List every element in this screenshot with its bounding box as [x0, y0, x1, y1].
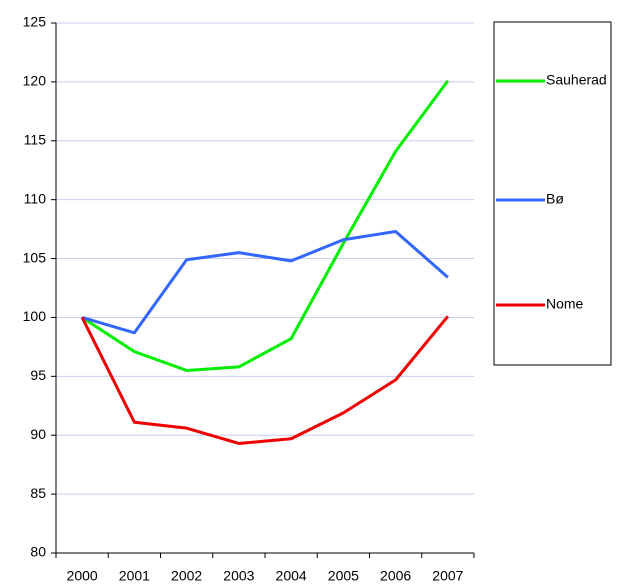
x-tick-label: 2000: [67, 568, 98, 584]
series-line: [80, 315, 450, 445]
y-tick-label: 120: [23, 73, 47, 89]
y-tick-label: 125: [23, 14, 47, 30]
series-line: [81, 229, 449, 335]
x-tick-label: 2003: [223, 568, 254, 584]
x-tick-label: 2002: [171, 568, 202, 584]
x-tick-label: 2007: [432, 568, 463, 584]
y-tick-label: 85: [30, 485, 46, 501]
legend-label: Nome: [546, 296, 584, 312]
legend-box: [493, 21, 612, 366]
legend-label: Bø: [546, 191, 564, 207]
series-line: [81, 79, 450, 372]
y-tick-label: 95: [30, 367, 46, 383]
x-tick-label: 2004: [276, 568, 307, 584]
y-tick-label: 80: [30, 544, 46, 560]
y-tick-label: 100: [23, 308, 47, 324]
y-tick-label: 105: [23, 249, 47, 265]
x-tick-label: 2001: [119, 568, 150, 584]
y-tick-label: 115: [24, 131, 47, 147]
x-tick-label: 2006: [380, 568, 411, 584]
y-tick-label: 110: [24, 190, 47, 206]
legend-label: Sauherad: [546, 72, 607, 88]
y-tick-label: 90: [30, 426, 46, 442]
x-tick-label: 2005: [328, 568, 359, 584]
